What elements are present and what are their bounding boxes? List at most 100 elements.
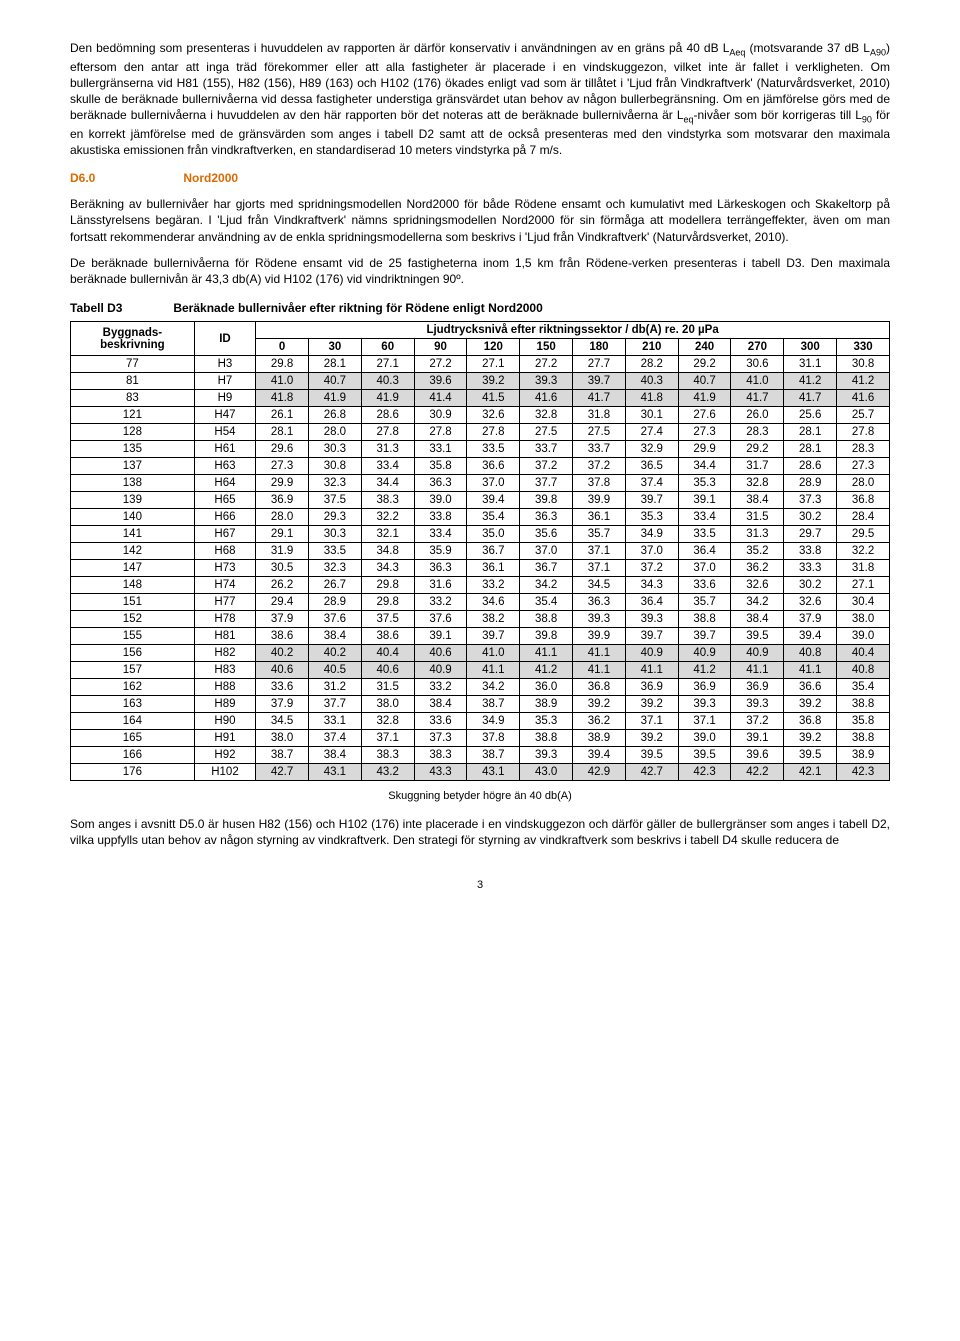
cell-value: 36.3 bbox=[414, 560, 467, 577]
table-row: 121H4726.126.828.630.932.632.831.830.127… bbox=[71, 407, 890, 424]
cell-value: 27.8 bbox=[414, 424, 467, 441]
cell-value: 39.1 bbox=[678, 492, 731, 509]
cell-value: 36.3 bbox=[414, 475, 467, 492]
cell-value: 37.8 bbox=[573, 475, 626, 492]
cell-byggnad: 77 bbox=[71, 356, 195, 373]
cell-value: 41.1 bbox=[784, 662, 837, 679]
cell-value: 34.3 bbox=[361, 560, 414, 577]
cell-value: 28.1 bbox=[784, 441, 837, 458]
paragraph-2: Beräkning av bullernivåer har gjorts med… bbox=[70, 196, 890, 245]
cell-value: 31.6 bbox=[414, 577, 467, 594]
table-row: 151H7729.428.929.833.234.635.436.336.435… bbox=[71, 594, 890, 611]
cell-value: 29.3 bbox=[308, 509, 361, 526]
cell-id: H88 bbox=[194, 679, 255, 696]
cell-value: 41.1 bbox=[625, 662, 678, 679]
cell-value: 40.6 bbox=[361, 662, 414, 679]
cell-id: H89 bbox=[194, 696, 255, 713]
cell-value: 31.9 bbox=[256, 543, 309, 560]
cell-value: 37.1 bbox=[361, 730, 414, 747]
cell-byggnad: 140 bbox=[71, 509, 195, 526]
col-angle: 180 bbox=[573, 339, 626, 356]
cell-byggnad: 148 bbox=[71, 577, 195, 594]
cell-value: 39.2 bbox=[467, 373, 520, 390]
table-row: 77H329.828.127.127.227.127.227.728.229.2… bbox=[71, 356, 890, 373]
cell-id: H77 bbox=[194, 594, 255, 611]
cell-value: 42.3 bbox=[837, 764, 890, 781]
cell-value: 38.3 bbox=[361, 747, 414, 764]
cell-value: 31.2 bbox=[308, 679, 361, 696]
cell-value: 31.3 bbox=[731, 526, 784, 543]
cell-value: 32.3 bbox=[308, 560, 361, 577]
cell-value: 29.8 bbox=[361, 577, 414, 594]
cell-byggnad: 137 bbox=[71, 458, 195, 475]
cell-value: 32.9 bbox=[625, 441, 678, 458]
cell-value: 27.1 bbox=[837, 577, 890, 594]
table-row: 163H8937.937.738.038.438.738.939.239.239… bbox=[71, 696, 890, 713]
table-row: 148H7426.226.729.831.633.234.234.534.333… bbox=[71, 577, 890, 594]
table-row: 156H8240.240.240.440.641.041.141.140.940… bbox=[71, 645, 890, 662]
cell-value: 38.0 bbox=[256, 730, 309, 747]
cell-byggnad: 176 bbox=[71, 764, 195, 781]
cell-value: 29.8 bbox=[256, 356, 309, 373]
cell-value: 36.3 bbox=[573, 594, 626, 611]
cell-value: 39.2 bbox=[784, 730, 837, 747]
cell-value: 37.1 bbox=[573, 560, 626, 577]
table-label: Tabell D3 bbox=[70, 301, 170, 315]
cell-value: 38.7 bbox=[256, 747, 309, 764]
cell-byggnad: 165 bbox=[71, 730, 195, 747]
cell-value: 37.3 bbox=[784, 492, 837, 509]
cell-value: 42.3 bbox=[678, 764, 731, 781]
cell-value: 41.8 bbox=[625, 390, 678, 407]
cell-value: 36.8 bbox=[573, 679, 626, 696]
cell-id: H90 bbox=[194, 713, 255, 730]
cell-value: 41.1 bbox=[731, 662, 784, 679]
cell-id: H83 bbox=[194, 662, 255, 679]
cell-value: 33.6 bbox=[678, 577, 731, 594]
cell-value: 27.7 bbox=[573, 356, 626, 373]
paragraph-4: Som anges i avsnitt D5.0 är husen H82 (1… bbox=[70, 816, 890, 848]
cell-value: 34.5 bbox=[256, 713, 309, 730]
cell-value: 37.4 bbox=[308, 730, 361, 747]
cell-value: 36.9 bbox=[625, 679, 678, 696]
cell-value: 38.8 bbox=[837, 730, 890, 747]
cell-value: 28.3 bbox=[837, 441, 890, 458]
cell-value: 30.3 bbox=[308, 441, 361, 458]
cell-value: 28.6 bbox=[361, 407, 414, 424]
cell-value: 36.4 bbox=[678, 543, 731, 560]
cell-value: 40.2 bbox=[308, 645, 361, 662]
table-row: 138H6429.932.334.436.337.037.737.837.435… bbox=[71, 475, 890, 492]
cell-value: 33.2 bbox=[414, 679, 467, 696]
col-angle: 240 bbox=[678, 339, 731, 356]
cell-id: H91 bbox=[194, 730, 255, 747]
cell-value: 33.1 bbox=[414, 441, 467, 458]
cell-value: 31.1 bbox=[784, 356, 837, 373]
col-angle: 0 bbox=[256, 339, 309, 356]
cell-value: 27.5 bbox=[520, 424, 573, 441]
cell-value: 41.0 bbox=[731, 373, 784, 390]
col-byggnad: Byggnads-beskrivning bbox=[71, 322, 195, 356]
cell-value: 27.6 bbox=[678, 407, 731, 424]
cell-value: 41.9 bbox=[678, 390, 731, 407]
cell-value: 37.1 bbox=[573, 543, 626, 560]
table-row: 147H7330.532.334.336.336.136.737.137.237… bbox=[71, 560, 890, 577]
cell-value: 28.3 bbox=[731, 424, 784, 441]
cell-value: 37.2 bbox=[731, 713, 784, 730]
cell-value: 27.2 bbox=[520, 356, 573, 373]
cell-value: 37.6 bbox=[308, 611, 361, 628]
cell-value: 42.7 bbox=[625, 764, 678, 781]
col-angle: 30 bbox=[308, 339, 361, 356]
cell-value: 42.1 bbox=[784, 764, 837, 781]
cell-value: 27.3 bbox=[256, 458, 309, 475]
cell-id: H73 bbox=[194, 560, 255, 577]
cell-value: 35.8 bbox=[414, 458, 467, 475]
cell-value: 36.8 bbox=[784, 713, 837, 730]
cell-value: 37.0 bbox=[678, 560, 731, 577]
cell-value: 39.5 bbox=[784, 747, 837, 764]
cell-value: 25.6 bbox=[784, 407, 837, 424]
cell-value: 41.2 bbox=[784, 373, 837, 390]
cell-value: 36.9 bbox=[731, 679, 784, 696]
cell-value: 37.1 bbox=[625, 713, 678, 730]
cell-value: 36.9 bbox=[256, 492, 309, 509]
cell-value: 39.7 bbox=[625, 628, 678, 645]
cell-value: 40.2 bbox=[256, 645, 309, 662]
